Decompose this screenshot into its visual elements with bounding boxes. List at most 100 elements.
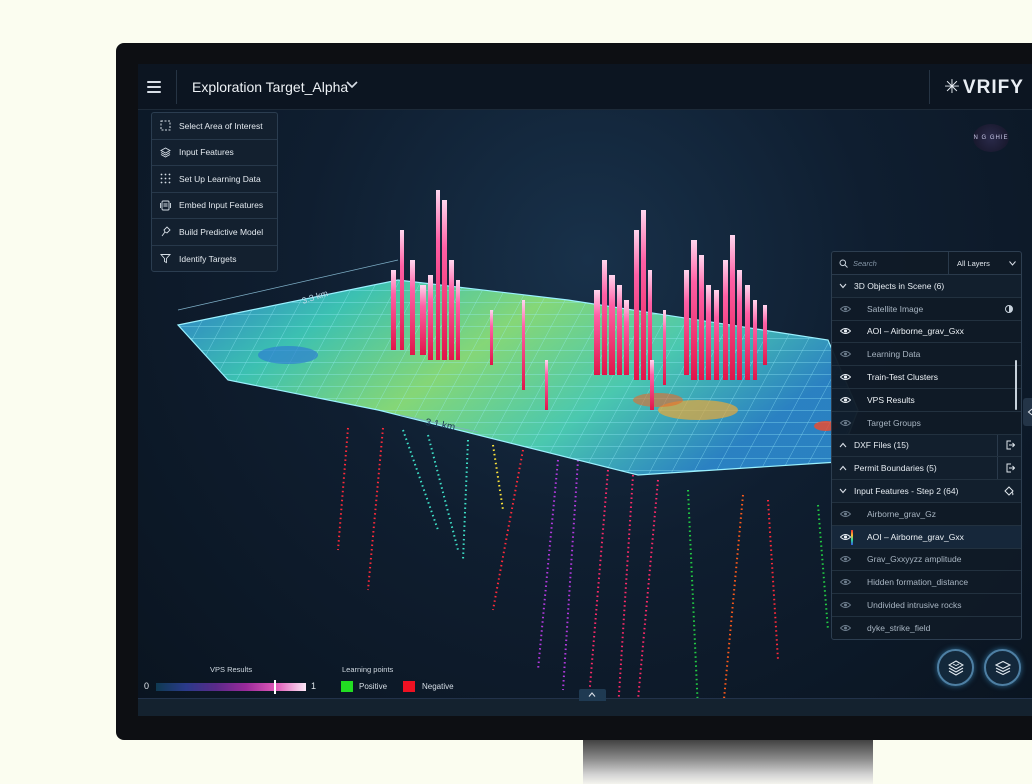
menu-icon[interactable]: [147, 81, 161, 93]
import-button[interactable]: [997, 457, 1021, 480]
chevron-down-icon[interactable]: [346, 81, 358, 89]
eye-icon[interactable]: [840, 396, 851, 404]
feature-row-aoi-gxx[interactable]: AOI – Airborne_grav_Gxx: [832, 525, 1021, 549]
eye-off-icon[interactable]: [840, 305, 851, 313]
section-label: Input Features - Step 2 (64): [854, 486, 959, 497]
chevron-up-icon: [839, 465, 847, 471]
section-3d-objects[interactable]: 3D Objects in Scene (6): [832, 275, 1021, 298]
feature-label: AOI – Airborne_grav_Gxx: [867, 531, 964, 542]
top-divider: [176, 70, 177, 104]
expand-bottom-drawer[interactable]: [579, 689, 606, 701]
workflow-item-label: Input Features: [179, 147, 234, 158]
3d-scene-viewport[interactable]: 3.3 km 3.1 km: [138, 110, 1032, 716]
chevron-down-icon: [839, 283, 847, 289]
import-icon: [1006, 440, 1015, 450]
import-button[interactable]: [997, 434, 1021, 457]
collapse-panel-tab[interactable]: [1023, 398, 1032, 426]
vps-legend-title: VPS Results: [210, 665, 253, 674]
feature-label: Airborne_grav_Gz: [867, 508, 936, 519]
brand-logo: ✳ VRIFY: [944, 76, 1024, 99]
feature-row-hidden-formation[interactable]: Hidden formation_distance: [832, 571, 1021, 595]
chevron-up-icon: [588, 692, 596, 697]
monitor-stand: [583, 738, 873, 784]
chevron-left-icon: [1027, 408, 1032, 416]
feature-label: dyke_strike_field: [867, 623, 931, 634]
layers-icon: [995, 660, 1011, 676]
section-dxf-files[interactable]: DXF Files (15): [832, 434, 1021, 458]
workflow-item-select-aoi[interactable]: Select Area of Interest: [152, 113, 277, 140]
workflow-item-input-features[interactable]: Input Features: [152, 140, 277, 166]
vps-legend-max: 1: [311, 681, 317, 691]
feature-label: Hidden formation_distance: [867, 577, 969, 588]
layer-label: VPS Results: [867, 394, 915, 405]
app-screen: 3.3 km 3.1 km N G GHIE Exploration Targe…: [138, 64, 1032, 716]
feature-label: Undivided intrusive rocks: [867, 600, 962, 611]
negative-label: Negative: [422, 682, 454, 691]
feature-row-intrusive-rocks[interactable]: Undivided intrusive rocks: [832, 594, 1021, 617]
brand-star-icon: ✳: [944, 77, 961, 98]
layer-label: AOI – Airborne_grav_Gxx: [867, 326, 964, 337]
filter-icon: [160, 254, 171, 264]
section-label: Permit Boundaries (5): [854, 463, 937, 474]
layers-search-input[interactable]: [853, 258, 955, 268]
layer-opacity-toggle[interactable]: [997, 298, 1021, 320]
eye-off-icon[interactable]: [840, 419, 851, 427]
workflow-item-label: Set Up Learning Data: [179, 173, 261, 184]
layers-icon: [160, 147, 171, 158]
eye-off-icon[interactable]: [840, 350, 851, 358]
layer-row-train-test[interactable]: Train-Test Clusters: [832, 366, 1021, 389]
workflow-item-label: Embed Input Features: [179, 200, 264, 211]
workflow-item-learning-data[interactable]: Set Up Learning Data: [152, 166, 277, 193]
workflow-item-predictive-model[interactable]: Build Predictive Model: [152, 219, 277, 246]
learning-points-title: Learning points: [342, 665, 394, 674]
workflow-menu: Select Area of Interest Input Features S…: [151, 112, 278, 272]
workflow-item-embed[interactable]: Embed Input Features: [152, 193, 277, 219]
section-input-features[interactable]: Input Features - Step 2 (64): [832, 480, 1021, 503]
panel-scrollbar[interactable]: [1015, 360, 1017, 410]
feature-row-dyke-strike[interactable]: dyke_strike_field: [832, 617, 1021, 639]
scale-label-ew: 3.1 km: [424, 417, 455, 433]
eye-off-icon[interactable]: [840, 578, 851, 586]
layers-panel: All Layers 3D Objects in Scene (6) Satel…: [831, 251, 1022, 640]
vps-result-spikes: [391, 190, 767, 410]
eye-off-icon[interactable]: [840, 510, 851, 518]
paint-bucket-button[interactable]: [997, 480, 1021, 502]
layer-label: Satellite Image: [867, 303, 924, 314]
section-label: DXF Files (15): [854, 440, 909, 451]
workflow-item-identify-targets[interactable]: Identify Targets: [152, 246, 277, 273]
eye-off-icon[interactable]: [840, 624, 851, 632]
vps-legend-min: 0: [144, 681, 150, 691]
chevron-down-icon: [839, 488, 847, 494]
layer-row-aoi-gxx[interactable]: AOI – Airborne_grav_Gxx: [832, 321, 1021, 344]
dot-grid-icon: [160, 173, 171, 184]
eye-icon[interactable]: [840, 373, 851, 381]
eye-icon[interactable]: [840, 533, 851, 541]
feature-row-grav-gz[interactable]: Airborne_grav_Gz: [832, 503, 1021, 526]
vps-color-ramp: [156, 683, 306, 691]
section-permit-boundaries[interactable]: Permit Boundaries (5): [832, 457, 1021, 481]
overlay-badge: N G GHIE: [973, 124, 1009, 152]
chevron-down-icon: [1009, 261, 1016, 266]
search-icon: [839, 259, 848, 268]
3d-view-button[interactable]: [937, 649, 974, 686]
layer-label: Learning Data: [867, 349, 921, 360]
layers-toggle-button[interactable]: [984, 649, 1021, 686]
vps-threshold-slider[interactable]: [274, 680, 276, 694]
layer-row-vps-results[interactable]: VPS Results: [832, 389, 1021, 412]
paint-bucket-icon: [1004, 486, 1014, 496]
import-icon: [1006, 463, 1015, 473]
negative-swatch: [403, 681, 415, 692]
layers-filter-label: All Layers: [957, 259, 990, 268]
eye-off-icon[interactable]: [840, 601, 851, 609]
layers-filter-dropdown[interactable]: All Layers: [948, 252, 1021, 275]
layer-row-target-groups[interactable]: Target Groups: [832, 412, 1021, 435]
layer-row-satellite[interactable]: Satellite Image: [832, 298, 1021, 321]
layer-row-learning-data[interactable]: Learning Data: [832, 343, 1021, 367]
eye-icon[interactable]: [840, 327, 851, 335]
feature-row-grav-amplitude[interactable]: Grav_Gxxyyzz amplitude: [832, 549, 1021, 572]
project-title[interactable]: Exploration Target_Alpha: [192, 79, 349, 95]
eye-off-icon[interactable]: [840, 555, 851, 563]
drillhole-traces: [337, 427, 829, 711]
half-circle-icon: [1005, 304, 1013, 313]
layers-search-bar: All Layers: [832, 252, 1021, 275]
